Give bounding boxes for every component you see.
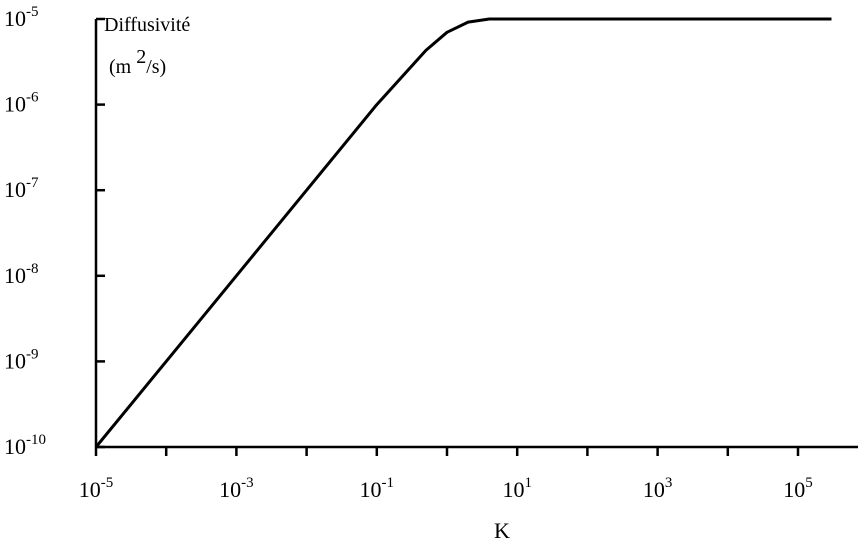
y-tick-label: 10-8	[4, 261, 39, 288]
x-tick-label: 101	[502, 475, 532, 502]
x-tick-label: 10-3	[219, 475, 254, 502]
axes	[94, 19, 858, 449]
x-axis-label: K	[494, 518, 510, 543]
x-tick-label: 103	[643, 475, 673, 502]
x-tick-labels: 10-5 10-3 10-1 101 103 105	[79, 475, 813, 502]
x-ticks	[94, 447, 800, 456]
y-axis-label-line2: (m 2/s)	[109, 46, 166, 78]
series-line	[94, 17, 832, 448]
y-tick-label: 10-5	[4, 4, 39, 31]
x-tick-label: 105	[783, 475, 813, 502]
y-ticks	[96, 17, 105, 449]
y-tick-label: 10-7	[4, 175, 39, 202]
y-tick-labels: 10-10 10-9 10-8 10-7 10-6 10-5	[4, 4, 46, 459]
x-tick-label: 10-5	[79, 475, 114, 502]
y-tick-label: 10-6	[4, 90, 39, 117]
y-axis-label-line1: Diffusivité	[104, 14, 190, 36]
x-tick-label: 10-1	[360, 475, 395, 502]
y-tick-label: 10-9	[4, 346, 39, 373]
y-tick-label: 10-10	[4, 432, 46, 459]
